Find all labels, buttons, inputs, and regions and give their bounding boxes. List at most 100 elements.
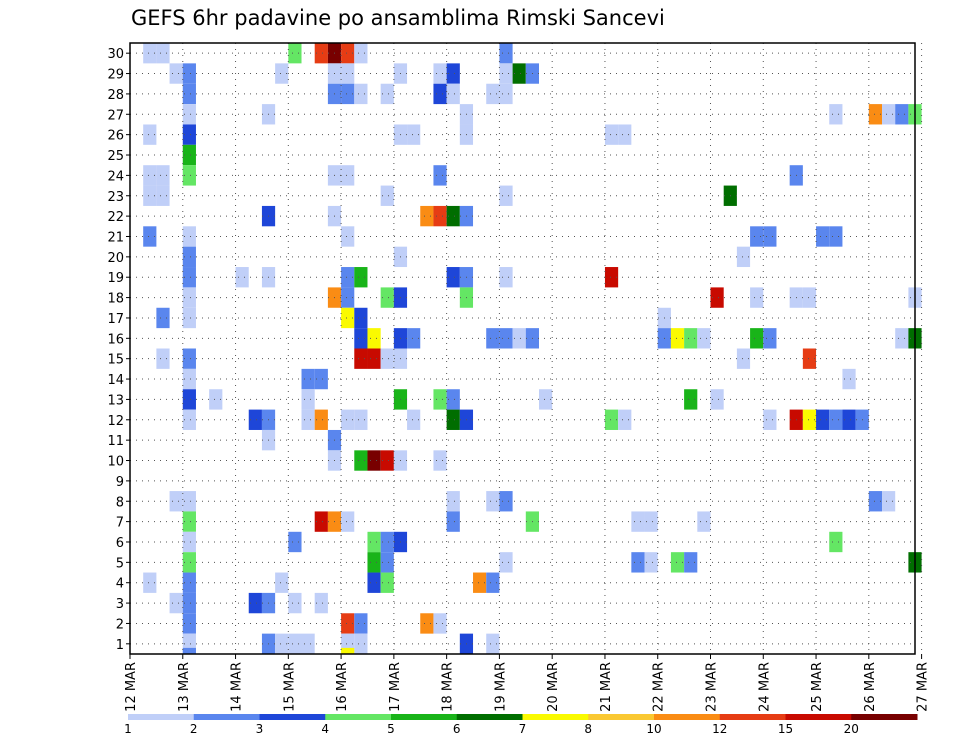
y-tick-label: 11 bbox=[107, 434, 124, 449]
heatmap-cell bbox=[182, 348, 196, 369]
heatmap-cell bbox=[631, 552, 645, 573]
chart-title: GEFS 6hr padavine po ansamblima Rimski S… bbox=[131, 6, 665, 30]
heatmap-cell bbox=[354, 613, 368, 634]
heatmap-cell bbox=[842, 368, 856, 390]
y-axis: 1234567891011121314151617181920212223242… bbox=[107, 47, 130, 653]
grid-lines bbox=[129, 43, 923, 654]
heatmap-cell bbox=[182, 409, 196, 430]
legend-swatch bbox=[193, 714, 260, 720]
heatmap-cell bbox=[802, 348, 817, 369]
heatmap-cell bbox=[182, 613, 196, 634]
heatmap-cell bbox=[446, 511, 460, 532]
heatmap-cell bbox=[182, 226, 196, 247]
heatmap-cell bbox=[750, 287, 764, 308]
heatmap-cell bbox=[433, 165, 447, 186]
heatmap-cell bbox=[868, 104, 883, 125]
heatmap-cell bbox=[882, 104, 896, 125]
heatmap-cell bbox=[182, 124, 196, 145]
heatmap-cell bbox=[420, 613, 434, 634]
x-tick-label: 27 MAR bbox=[916, 662, 931, 712]
heatmap-cell bbox=[143, 124, 157, 145]
heatmap-cell bbox=[473, 572, 487, 593]
y-tick-label: 10 bbox=[107, 455, 124, 470]
heatmap-cell bbox=[433, 389, 447, 410]
heatmap-cell bbox=[895, 104, 909, 125]
heatmap-cell bbox=[380, 450, 394, 471]
legend-swatch bbox=[522, 714, 589, 720]
heatmap-cell bbox=[182, 63, 196, 84]
heatmap-cell bbox=[143, 185, 157, 206]
heatmap-cell bbox=[354, 450, 368, 471]
y-tick-label: 9 bbox=[116, 475, 124, 490]
heatmap-cell bbox=[486, 572, 500, 593]
legend-label: 7 bbox=[519, 722, 527, 736]
y-tick-label: 8 bbox=[116, 495, 124, 510]
y-tick-label: 24 bbox=[107, 169, 124, 184]
heatmap-cell bbox=[380, 531, 394, 553]
heatmap-cell bbox=[604, 267, 619, 288]
heatmap-cell bbox=[367, 531, 381, 553]
y-tick-label: 27 bbox=[107, 108, 124, 123]
heatmap-cell bbox=[301, 633, 315, 654]
heatmap-cell bbox=[380, 185, 394, 206]
heatmap-cell bbox=[314, 592, 328, 614]
heatmap-cell bbox=[143, 43, 157, 64]
heatmap-cell bbox=[275, 63, 289, 84]
y-tick-label: 25 bbox=[107, 149, 124, 164]
legend-label: 15 bbox=[778, 722, 793, 736]
heatmap-cell bbox=[684, 389, 698, 410]
heatmap-cell bbox=[182, 552, 196, 573]
legend-swatch bbox=[128, 714, 195, 720]
heatmap-cell bbox=[499, 83, 513, 105]
legend-label: 20 bbox=[844, 722, 859, 736]
heatmap-cell bbox=[670, 328, 685, 349]
y-tick-label: 12 bbox=[107, 414, 124, 429]
heatmap-cell bbox=[341, 613, 355, 634]
heatmap-cell bbox=[604, 124, 619, 145]
heatmap-cell bbox=[341, 307, 355, 329]
x-tick-label: 23 MAR bbox=[705, 662, 720, 712]
heatmap-cell bbox=[842, 409, 856, 430]
plot-frame bbox=[129, 42, 916, 655]
legend-label: 3 bbox=[256, 722, 264, 736]
heatmap-cell bbox=[446, 491, 460, 512]
heatmap-cell bbox=[354, 267, 368, 288]
heatmap-cell bbox=[710, 287, 724, 308]
heatmap-cell bbox=[182, 592, 196, 614]
heatmap-cell bbox=[367, 552, 381, 573]
heatmap-cell bbox=[380, 552, 394, 573]
heatmap-cell bbox=[156, 165, 170, 186]
y-tick-label: 22 bbox=[107, 210, 124, 225]
heatmap-cell bbox=[169, 592, 183, 614]
heatmap-cell bbox=[882, 491, 896, 512]
y-tick-label: 28 bbox=[107, 88, 124, 103]
heatmap-cell bbox=[182, 307, 196, 329]
legend-swatch bbox=[259, 714, 326, 720]
heatmap-cell bbox=[314, 409, 328, 430]
heatmap-cell bbox=[288, 43, 302, 64]
y-tick-label: 17 bbox=[107, 312, 124, 327]
heatmap-cell bbox=[314, 368, 328, 390]
y-tick-label: 26 bbox=[107, 129, 124, 144]
x-tick-label: 15 MAR bbox=[282, 662, 297, 712]
y-tick-label: 23 bbox=[107, 190, 124, 205]
heatmap-cell bbox=[499, 43, 513, 64]
heatmap-cell bbox=[446, 83, 460, 105]
x-tick-label: 14 MAR bbox=[230, 662, 245, 712]
heatmap-cell bbox=[354, 328, 368, 349]
heatmap-cell bbox=[248, 592, 262, 614]
legend-swatch bbox=[588, 714, 655, 720]
legend-label: 5 bbox=[387, 722, 395, 736]
legend-label: 2 bbox=[190, 722, 198, 736]
legend-swatch bbox=[719, 714, 786, 720]
legend-label: 12 bbox=[712, 722, 727, 736]
y-tick-label: 13 bbox=[107, 393, 124, 408]
legend-swatch bbox=[391, 714, 458, 720]
y-tick-label: 14 bbox=[107, 373, 124, 388]
heatmap-cell bbox=[314, 511, 328, 532]
heatmap-cell bbox=[182, 368, 196, 390]
heatmap-cell bbox=[156, 307, 170, 329]
y-tick-label: 5 bbox=[116, 556, 124, 571]
y-tick-label: 20 bbox=[107, 251, 124, 266]
